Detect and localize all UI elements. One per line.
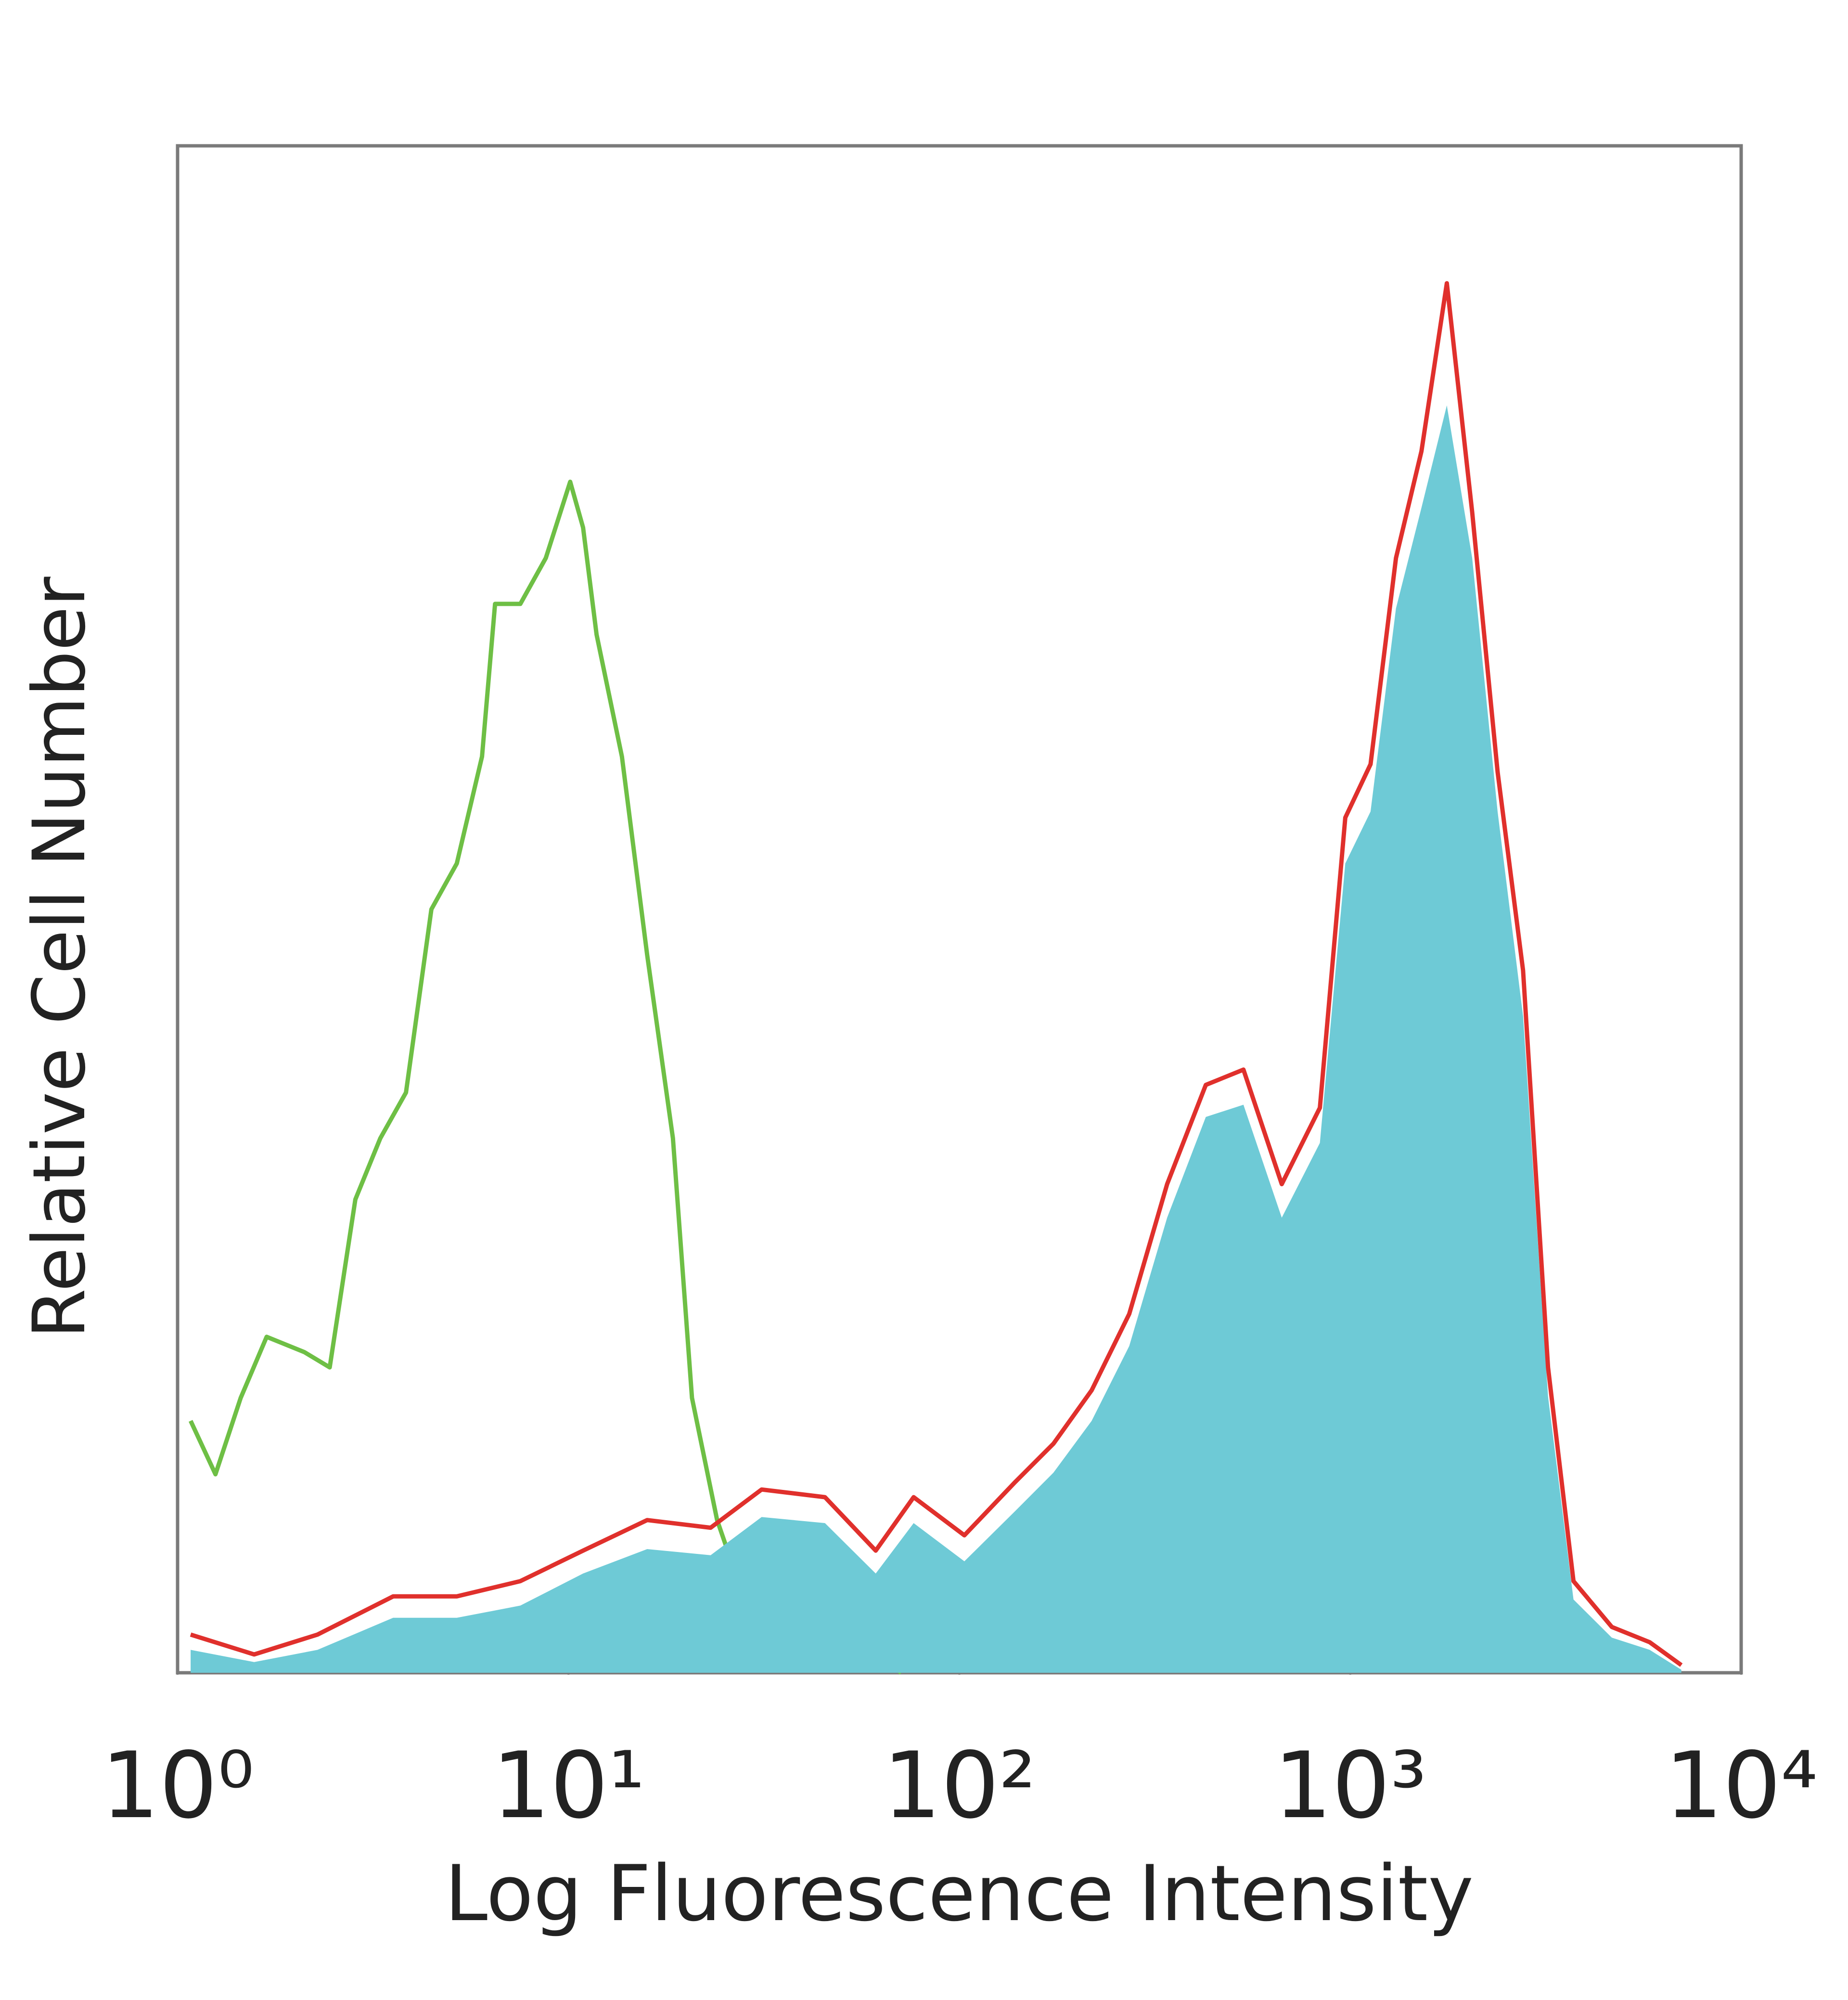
- y-axis-label: Relative Cell Number: [18, 577, 102, 1339]
- x-axis-label: Log Fluorescence Intensity: [445, 1848, 1474, 1938]
- x-tick-label: 10¹: [492, 1732, 645, 1839]
- histogram-area: [191, 405, 1681, 1673]
- x-tick-label: 10⁴: [1665, 1732, 1818, 1839]
- x-tick-label: 10⁰: [101, 1732, 254, 1839]
- x-tick-label: 10³: [1274, 1732, 1427, 1839]
- histogram-line: [190, 281, 1683, 1667]
- x-tick-label: 10²: [883, 1732, 1036, 1839]
